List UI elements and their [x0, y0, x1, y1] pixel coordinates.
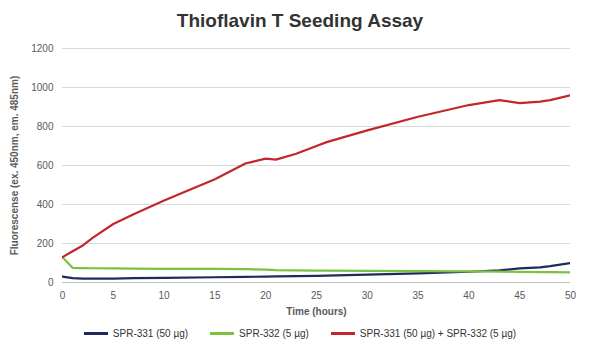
svg-text:Time (hours): Time (hours) — [286, 306, 346, 317]
svg-text:25: 25 — [311, 290, 323, 301]
svg-text:Fluorescense (ex. 450nm, em. 4: Fluorescense (ex. 450nm, em. 485nm) — [9, 76, 20, 256]
html-text:SPR-332 (5 µg): SPR-332 (5 µg) — [239, 328, 309, 339]
svg-text:35: 35 — [413, 290, 425, 301]
svg-text:5: 5 — [111, 290, 117, 301]
svg-text:800: 800 — [37, 121, 54, 132]
svg-text:0: 0 — [48, 277, 54, 288]
svg-text:45: 45 — [514, 290, 526, 301]
svg-text:10: 10 — [159, 290, 171, 301]
svg-text:600: 600 — [37, 160, 54, 171]
html-text:Thioflavin T Seeding Assay: Thioflavin T Seeding Assay — [176, 10, 424, 31]
svg-text:1000: 1000 — [31, 82, 54, 93]
svg-text:40: 40 — [463, 290, 475, 301]
html-text:SPR-331 (50 µg): SPR-331 (50 µg) — [112, 328, 189, 339]
html-text:SPR-331 (50 µg) + SPR-332 (5 µ: SPR-331 (50 µg) + SPR-332 (5 µg) — [359, 328, 517, 339]
svg-text:200: 200 — [37, 238, 54, 249]
svg-text:1200: 1200 — [31, 43, 54, 54]
svg-text:0: 0 — [60, 290, 66, 301]
svg-text:50: 50 — [565, 290, 577, 301]
svg-text:400: 400 — [37, 199, 54, 210]
svg-text:15: 15 — [209, 290, 221, 301]
svg-text:30: 30 — [362, 290, 374, 301]
svg-text:20: 20 — [260, 290, 272, 301]
